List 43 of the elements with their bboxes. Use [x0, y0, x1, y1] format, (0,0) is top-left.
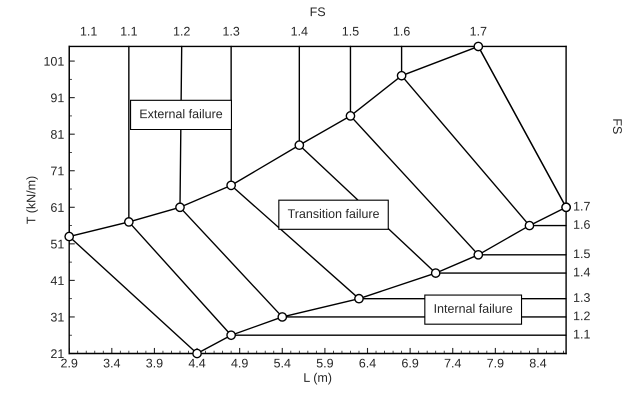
annotation: Transition failure [288, 208, 379, 218]
y-tick-label: 41 [50, 276, 64, 285]
y-tick-label: 21 [51, 349, 64, 358]
annotation: Internal failure [434, 304, 512, 313]
y-tick-label: 81 [50, 130, 64, 139]
y-tick-label: 61 [51, 203, 64, 212]
y2-axis-title: FS [613, 119, 622, 134]
text: 1.3 [223, 26, 240, 36]
text: 1.1 [121, 26, 137, 36]
x-tick-label: 3.9 [146, 358, 163, 368]
y-axis-title: T (kN/m) [26, 176, 38, 224]
text: 1.6 [394, 26, 410, 36]
x-tick-label: 7.9 [487, 358, 504, 368]
series-label: 1.2 [574, 311, 590, 320]
x2-axis-title: FS [310, 7, 326, 16]
x-tick-label: 2.9 [61, 358, 78, 368]
y-tick-label: 31 [50, 312, 64, 322]
series-label: 1.3 [574, 293, 590, 302]
y-tick-label: 101 [44, 56, 64, 66]
text: 1.5 [342, 26, 359, 36]
x-tick-label: 7.4 [444, 358, 462, 368]
text: 1.4 [292, 26, 308, 36]
series-label: 1.1 [80, 26, 97, 36]
series-label: 1.6 [574, 220, 590, 229]
x-tick-label: 3.4 [104, 358, 120, 368]
series-label: 1.1 [574, 330, 590, 338]
series-label: 1.5 [574, 249, 590, 258]
text: 1.2 [174, 26, 190, 36]
x-tick-label: 4.9 [231, 358, 248, 368]
x-axis-title: L (m) [304, 372, 332, 384]
x-tick-label: 5.9 [316, 358, 333, 368]
x-tick-label: 4.4 [188, 358, 206, 368]
x-tick-label: 6.9 [402, 358, 418, 368]
y-tick-label: 51 [50, 240, 64, 248]
x-tick-label: 5.4 [274, 358, 291, 368]
y-tick-label: 71 [51, 166, 64, 176]
x-tick-label: 6.4 [359, 358, 376, 368]
text: 1.7 [470, 26, 486, 36]
series-label: 1.7 [574, 202, 590, 211]
x-tick-label: 8.4 [530, 358, 546, 368]
y-tick-label: 91 [51, 93, 64, 102]
annotation: External failure [140, 109, 222, 118]
series-label: 1.4 [574, 268, 590, 276]
